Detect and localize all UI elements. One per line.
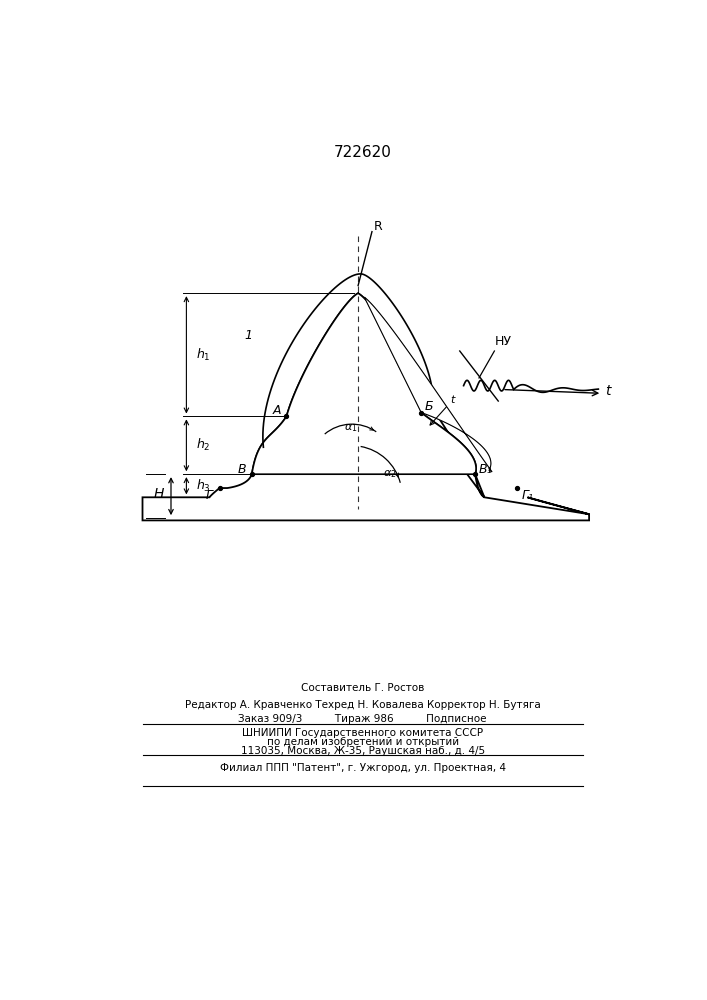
Text: В: В <box>238 463 247 476</box>
Text: Г: Г <box>206 489 213 502</box>
Polygon shape <box>252 293 476 474</box>
Text: t: t <box>605 384 611 398</box>
Text: по делам изобретений и открытий: по делам изобретений и открытий <box>267 737 459 747</box>
Polygon shape <box>364 297 492 472</box>
Text: В₁: В₁ <box>479 463 493 476</box>
Text: $\alpha_1$: $\alpha_1$ <box>344 422 357 434</box>
Text: $h_3$: $h_3$ <box>196 478 211 494</box>
Text: Б: Б <box>425 400 433 413</box>
Text: 113035, Москва, Ж-35, Раушская наб., д. 4/5: 113035, Москва, Ж-35, Раушская наб., д. … <box>240 746 485 756</box>
Text: Заказ 909/3          Тираж 986          Подписное: Заказ 909/3 Тираж 986 Подписное <box>238 714 487 724</box>
Text: $h_1$: $h_1$ <box>196 347 210 363</box>
Text: R: R <box>373 220 382 233</box>
Text: 722620: 722620 <box>334 145 392 160</box>
Text: $h_2$: $h_2$ <box>196 437 210 453</box>
Text: t: t <box>450 395 455 405</box>
Text: H: H <box>153 487 164 501</box>
Text: $\alpha_2$: $\alpha_2$ <box>382 469 396 480</box>
Text: Г₁: Г₁ <box>521 489 533 502</box>
Text: Редактор А. Кравченко Техред Н. Ковалева Корректор Н. Бутяга: Редактор А. Кравченко Техред Н. Ковалева… <box>185 700 541 710</box>
Text: НУ: НУ <box>494 335 511 348</box>
Text: Составитель Г. Ростов: Составитель Г. Ростов <box>301 683 424 693</box>
Text: 1: 1 <box>244 329 252 342</box>
Polygon shape <box>143 293 589 520</box>
Text: Филиал ППП "Патент", г. Ужгород, ул. Проектная, 4: Филиал ППП "Патент", г. Ужгород, ул. Про… <box>220 763 506 773</box>
Text: ШНИИПИ Государственного комитета СССР: ШНИИПИ Государственного комитета СССР <box>243 728 484 738</box>
Text: А: А <box>273 404 281 417</box>
